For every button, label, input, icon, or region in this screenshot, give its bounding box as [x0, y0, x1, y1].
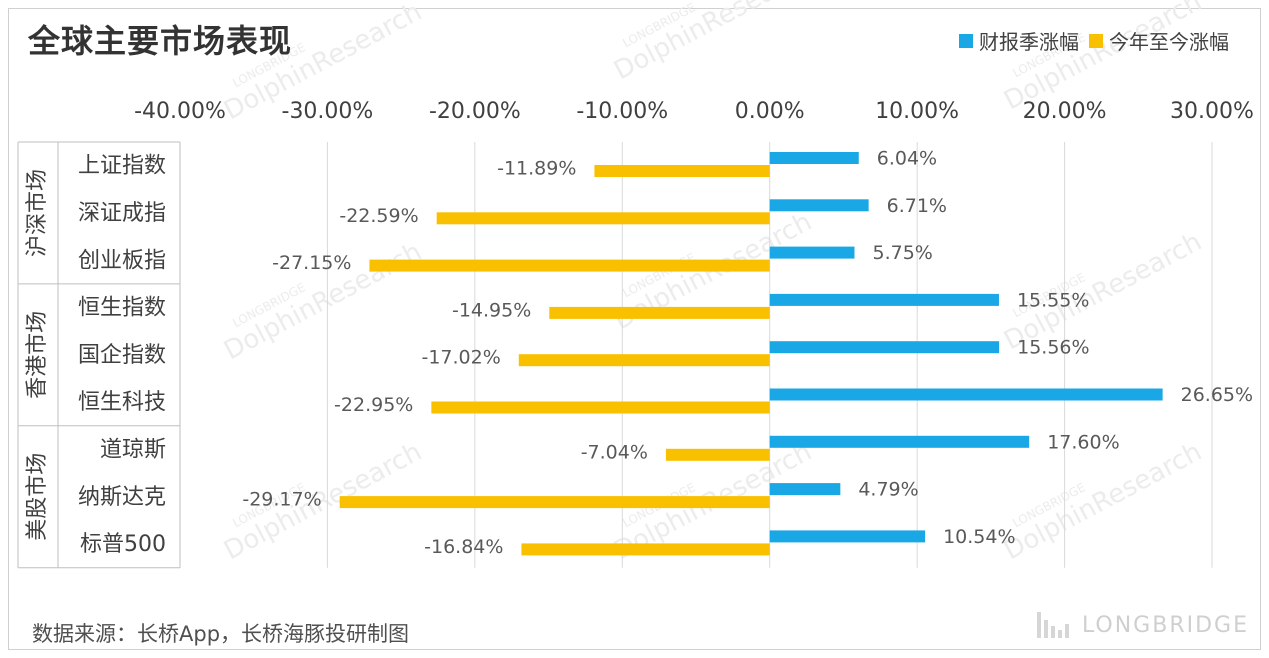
- data-label-ytd: -22.59%: [339, 205, 418, 227]
- group-label: 沪深市场: [25, 169, 50, 257]
- bar-earnings: [769, 388, 1163, 401]
- group-label: 美股市场: [25, 453, 50, 541]
- data-label-earnings: 6.04%: [877, 148, 937, 170]
- data-label-ytd: -27.15%: [272, 252, 351, 274]
- brand-watermark-text: LONGBRIDGE: [1081, 612, 1249, 638]
- bar-ytd: [594, 165, 770, 177]
- category-label: 恒生科技: [78, 390, 166, 415]
- x-tick-label: 20.00%: [1023, 99, 1107, 124]
- bar-earnings: [769, 483, 841, 496]
- bar-earnings: [769, 199, 869, 212]
- data-label-earnings: 26.65%: [1181, 384, 1253, 406]
- data-label-earnings: 4.79%: [858, 479, 918, 501]
- watermark-text: DolphinResearch: [999, 437, 1207, 566]
- data-label-earnings: 6.71%: [887, 195, 947, 217]
- legend-swatch-ytd: [1089, 33, 1103, 48]
- data-label-ytd: -14.95%: [452, 299, 531, 321]
- x-tick-label: -10.00%: [576, 99, 668, 124]
- data-label-earnings: 15.56%: [1017, 337, 1089, 359]
- data-source-note: 数据来源：长桥App，长桥海豚投研制图: [32, 622, 410, 646]
- data-label-ytd: -29.17%: [242, 489, 321, 511]
- chart-frame: [8, 8, 1261, 650]
- category-label: 创业板指: [78, 248, 166, 273]
- bar-ytd: [549, 306, 770, 319]
- bar-earnings: [769, 293, 999, 306]
- legend-label-ytd: 今年至今涨幅: [1109, 30, 1229, 54]
- bar-ytd: [521, 543, 770, 556]
- legend-swatch-earnings: [959, 33, 973, 48]
- data-label-earnings: 5.75%: [872, 242, 932, 264]
- x-tick-label: -30.00%: [282, 99, 374, 124]
- bar-ytd: [665, 448, 770, 461]
- category-label: 标普500: [80, 532, 166, 557]
- bar-ytd: [431, 401, 770, 414]
- page-title: 全球主要市场表现: [28, 22, 293, 60]
- x-tick-label: -20.00%: [429, 99, 521, 124]
- x-tick-label: -40.00%: [134, 99, 226, 124]
- category-label: 道琼斯: [100, 437, 166, 462]
- category-label: 深证成指: [78, 201, 166, 226]
- x-tick-label: 10.00%: [875, 99, 959, 124]
- data-label-ytd: -17.02%: [421, 347, 500, 369]
- category-label: 纳斯达克: [78, 485, 166, 510]
- bar-ytd: [436, 212, 770, 225]
- legend-item-ytd: 今年至今涨幅: [1089, 26, 1229, 55]
- data-label-ytd: -7.04%: [581, 441, 648, 463]
- bar-earnings: [769, 530, 926, 543]
- x-tick-label: 0.00%: [735, 99, 805, 124]
- category-label: 国企指数: [78, 343, 166, 368]
- data-label-earnings: 10.54%: [943, 526, 1015, 548]
- bar-ytd: [339, 496, 770, 509]
- x-tick-label: 30.00%: [1170, 99, 1254, 124]
- bar-earnings: [769, 435, 1030, 448]
- data-label-earnings: 17.60%: [1047, 431, 1119, 453]
- bar-earnings: [769, 246, 855, 259]
- brand-logo-icon: [1036, 612, 1072, 638]
- chart-legend: 财报季涨幅 今年至今涨幅: [949, 26, 1229, 55]
- category-label: 恒生指数: [78, 296, 166, 321]
- legend-label-earnings: 财报季涨幅: [979, 30, 1079, 54]
- data-label-ytd: -22.95%: [334, 394, 413, 416]
- brand-watermark: LONGBRIDGE: [1036, 612, 1249, 638]
- legend-item-earnings: 财报季涨幅: [959, 26, 1079, 55]
- bar-ytd: [369, 259, 770, 272]
- category-label: 上证指数: [78, 154, 166, 179]
- bar-ytd: [518, 354, 770, 367]
- data-label-earnings: 15.55%: [1017, 289, 1089, 311]
- bar-earnings: [769, 152, 859, 164]
- bar-earnings: [769, 341, 1000, 354]
- data-label-ytd: -16.84%: [424, 536, 503, 558]
- group-label: 香港市场: [25, 311, 50, 399]
- data-label-ytd: -11.89%: [497, 158, 576, 180]
